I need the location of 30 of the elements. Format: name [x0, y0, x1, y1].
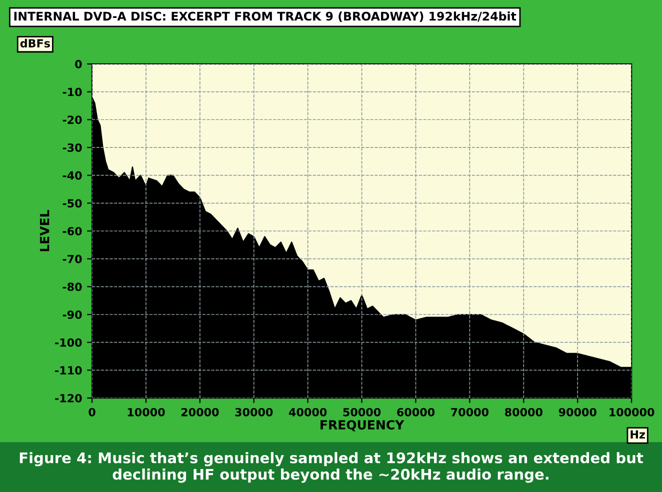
y-tick-label: -30 [62, 143, 82, 152]
y-tick-label: -120 [55, 394, 82, 402]
x-tick-label: 90000 [558, 408, 596, 416]
y-axis-title: LEVEL [40, 210, 50, 252]
text: dBFs [20, 38, 50, 48]
y-tick-label: -80 [62, 282, 82, 292]
y-tick-label: -100 [55, 338, 82, 347]
x-tick-label: 50000 [343, 408, 381, 416]
x-axis-title: FREQUENCY [320, 420, 404, 432]
y-tick-label: -90 [62, 310, 82, 319]
text: Hz [630, 430, 645, 438]
y-tick-label: -20 [62, 116, 82, 124]
chart-title: INTERNAL DVD-A DISC: EXCERPT FROM TRACK 9 (BROADWAY) 192kHz/24bit [14, 12, 516, 22]
caption: Figure 4: Music that’s genuinely sampled at 192kHz shows an extended but declining HF output beyond the ~20kHz audio range. [20, 452, 644, 483]
y-tick-label: -40 [62, 171, 82, 180]
y-tick-label: -110 [55, 366, 82, 375]
x-tick-label: 0 [88, 408, 96, 416]
x-tick-label: 70000 [451, 408, 488, 416]
x-tick-label: 30000 [235, 408, 273, 416]
y-tick-label: -10 [62, 88, 82, 96]
y-tick-label: -60 [62, 226, 82, 236]
x-tick-label: 60000 [397, 408, 435, 416]
x-tick-label: 80000 [504, 408, 542, 416]
x-tick-label: 40000 [289, 408, 327, 416]
x-tick-label: 20000 [181, 408, 219, 416]
y-tick-label: -70 [62, 254, 82, 264]
y-tick-label: 0 [75, 60, 82, 68]
x-tick-label: 100000 [610, 408, 654, 416]
x-tick-label: 10000 [128, 408, 165, 416]
y-tick-label: -50 [62, 199, 82, 208]
